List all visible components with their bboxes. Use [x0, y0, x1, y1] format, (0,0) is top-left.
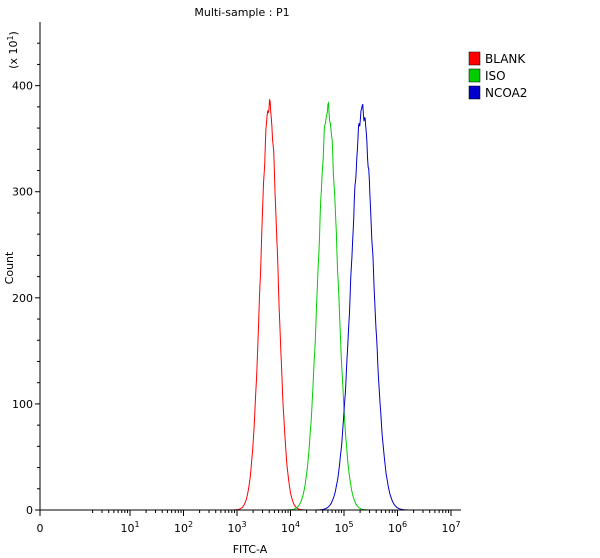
x-tick-base: 10 — [334, 522, 348, 535]
y-tick-label: 400 — [12, 80, 33, 93]
x-tick-base: 10 — [227, 522, 241, 535]
y-axis-ticks: 0 100 200 300 400 — [12, 42, 40, 517]
y-multiplier-text: (x 10 — [7, 41, 20, 69]
x-tick-base: 10 — [120, 522, 134, 535]
x-axis-label: FITC-A — [233, 543, 268, 556]
x-tick-base: 10 — [174, 522, 188, 535]
x-tick-label: 102 — [174, 520, 193, 535]
legend: BLANK ISO NCOA2 — [468, 51, 527, 100]
y-axis-label: Count — [3, 251, 16, 284]
x-tick-label: 106 — [388, 520, 407, 535]
y-multiplier-exp: 1 — [6, 35, 15, 40]
x-tick-exp: 6 — [402, 520, 407, 529]
legend-swatch — [468, 51, 481, 66]
x-tick-exp: 7 — [455, 520, 460, 529]
y-multiplier-label: (x 101) — [6, 31, 20, 69]
series-curve-blank — [233, 98, 305, 511]
x-tick-label: 105 — [334, 520, 353, 535]
legend-label: NCOA2 — [485, 86, 527, 100]
x-tick-label: 101 — [120, 520, 139, 535]
x-tick-exp: 3 — [241, 520, 246, 529]
series-curve-ncoa2 — [316, 104, 408, 511]
x-tick-label: 103 — [227, 520, 246, 535]
x-tick-exp: 5 — [348, 520, 353, 529]
legend-label: ISO — [485, 69, 506, 83]
x-tick-label: 0 — [37, 522, 44, 535]
y-tick-label: 300 — [12, 186, 33, 199]
y-multiplier-close: ) — [7, 31, 20, 35]
x-tick-exp: 1 — [134, 520, 139, 529]
x-tick-label: 107 — [441, 520, 460, 535]
x-tick-exp: 4 — [295, 520, 300, 529]
x-tick-exp: 2 — [188, 520, 193, 529]
x-tick-base: 10 — [388, 522, 402, 535]
chart-title: Multi-sample : P1 — [194, 6, 289, 19]
legend-swatch — [468, 85, 481, 100]
series-curve-iso — [287, 101, 369, 511]
y-tick-label: 200 — [12, 292, 33, 305]
x-tick-base: 10 — [441, 522, 455, 535]
legend-label: BLANK — [485, 52, 526, 66]
histogram-curves — [233, 98, 408, 511]
legend-swatch — [468, 68, 481, 83]
x-axis-ticks: 0 101 102 103 104 105 106 107 — [37, 510, 461, 535]
x-tick-base: 0 — [37, 522, 44, 535]
x-tick-label: 104 — [281, 520, 300, 535]
y-tick-label: 100 — [12, 398, 33, 411]
y-tick-label: 0 — [26, 504, 33, 517]
x-tick-base: 10 — [281, 522, 295, 535]
